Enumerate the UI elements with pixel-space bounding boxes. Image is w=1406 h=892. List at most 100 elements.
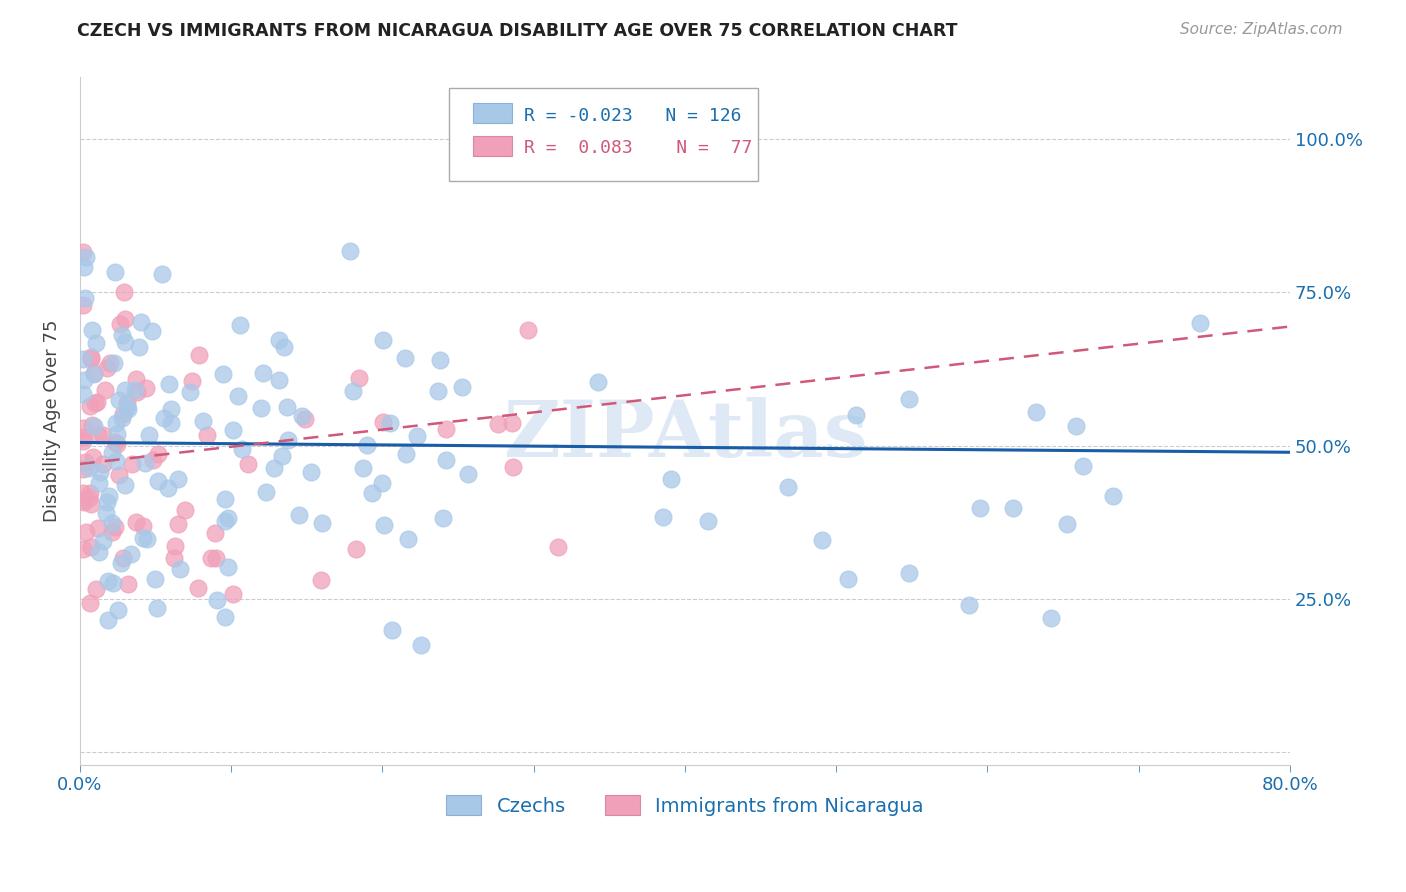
Point — [91, 457, 114, 471]
Point — [72, 244, 94, 259]
Point — [371, 333, 394, 347]
Point — [429, 353, 451, 368]
Point — [72, 462, 94, 476]
Point — [204, 526, 226, 541]
Point — [288, 508, 311, 523]
Point — [129, 315, 152, 329]
Point — [103, 356, 125, 370]
Point — [250, 401, 273, 415]
Point — [273, 340, 295, 354]
Point — [72, 387, 94, 401]
Point — [72, 352, 94, 367]
Point — [93, 384, 115, 398]
Point — [86, 521, 108, 535]
Point — [252, 366, 274, 380]
Point — [371, 475, 394, 490]
Y-axis label: Disability Age Over 75: Disability Age Over 75 — [44, 319, 60, 522]
Point — [1025, 405, 1047, 419]
Point — [811, 533, 834, 548]
Point — [432, 510, 454, 524]
Point — [1039, 611, 1062, 625]
Point — [111, 407, 134, 421]
Point — [373, 518, 395, 533]
Point — [79, 399, 101, 413]
Point — [125, 372, 148, 386]
Point — [128, 340, 150, 354]
Point — [405, 429, 427, 443]
Point — [124, 383, 146, 397]
Point — [86, 395, 108, 409]
Point — [311, 516, 333, 530]
Point — [83, 367, 105, 381]
Point — [84, 335, 107, 350]
Point — [898, 566, 921, 581]
Point — [75, 250, 97, 264]
Point — [457, 467, 479, 482]
Text: CZECH VS IMMIGRANTS FROM NICARAGUA DISABILITY AGE OVER 75 CORRELATION CHART: CZECH VS IMMIGRANTS FROM NICARAGUA DISAB… — [77, 22, 957, 40]
Point — [77, 461, 100, 475]
Point — [110, 556, 132, 570]
Point — [957, 598, 980, 612]
Point — [105, 454, 128, 468]
Point — [121, 457, 143, 471]
Point — [114, 384, 136, 398]
Point — [197, 428, 219, 442]
Point — [117, 576, 139, 591]
Point — [114, 335, 136, 350]
Point — [101, 446, 124, 460]
FancyBboxPatch shape — [474, 103, 512, 123]
Point — [277, 433, 299, 447]
Point — [80, 352, 103, 367]
Point — [73, 260, 96, 275]
Point — [150, 268, 173, 282]
Point — [87, 428, 110, 442]
Point — [501, 417, 523, 431]
Point — [299, 465, 322, 479]
Point — [72, 430, 94, 444]
Point — [696, 514, 718, 528]
Point — [214, 514, 236, 528]
Point — [222, 423, 245, 437]
Point — [79, 497, 101, 511]
Point — [79, 485, 101, 500]
FancyBboxPatch shape — [449, 87, 758, 180]
Point — [84, 582, 107, 596]
Point — [193, 414, 215, 428]
Point — [114, 312, 136, 326]
Point — [228, 389, 250, 403]
Point — [167, 516, 190, 531]
Point — [115, 396, 138, 410]
Point — [73, 373, 96, 387]
Point — [207, 593, 229, 607]
Point — [72, 434, 94, 448]
Point — [91, 534, 114, 549]
Point — [101, 576, 124, 591]
Point — [294, 412, 316, 426]
Point — [72, 492, 94, 507]
Point — [157, 377, 180, 392]
Point — [291, 409, 314, 423]
Point — [214, 492, 236, 507]
Point — [356, 438, 378, 452]
Point — [200, 551, 222, 566]
Text: Source: ZipAtlas.com: Source: ZipAtlas.com — [1180, 22, 1343, 37]
Point — [77, 491, 100, 506]
Point — [352, 461, 374, 475]
Text: R = -0.023   N = 126: R = -0.023 N = 126 — [524, 107, 741, 125]
Point — [652, 509, 675, 524]
Point — [125, 384, 148, 399]
Point — [75, 455, 97, 469]
Point — [434, 422, 457, 436]
Point — [132, 519, 155, 533]
Point — [82, 418, 104, 433]
Point — [73, 291, 96, 305]
Point — [434, 453, 457, 467]
Point — [83, 418, 105, 433]
Point — [1064, 419, 1087, 434]
Point — [1101, 490, 1123, 504]
Point — [1071, 458, 1094, 473]
Point — [146, 474, 169, 488]
Point — [837, 573, 859, 587]
Point — [1056, 517, 1078, 532]
Point — [104, 435, 127, 450]
